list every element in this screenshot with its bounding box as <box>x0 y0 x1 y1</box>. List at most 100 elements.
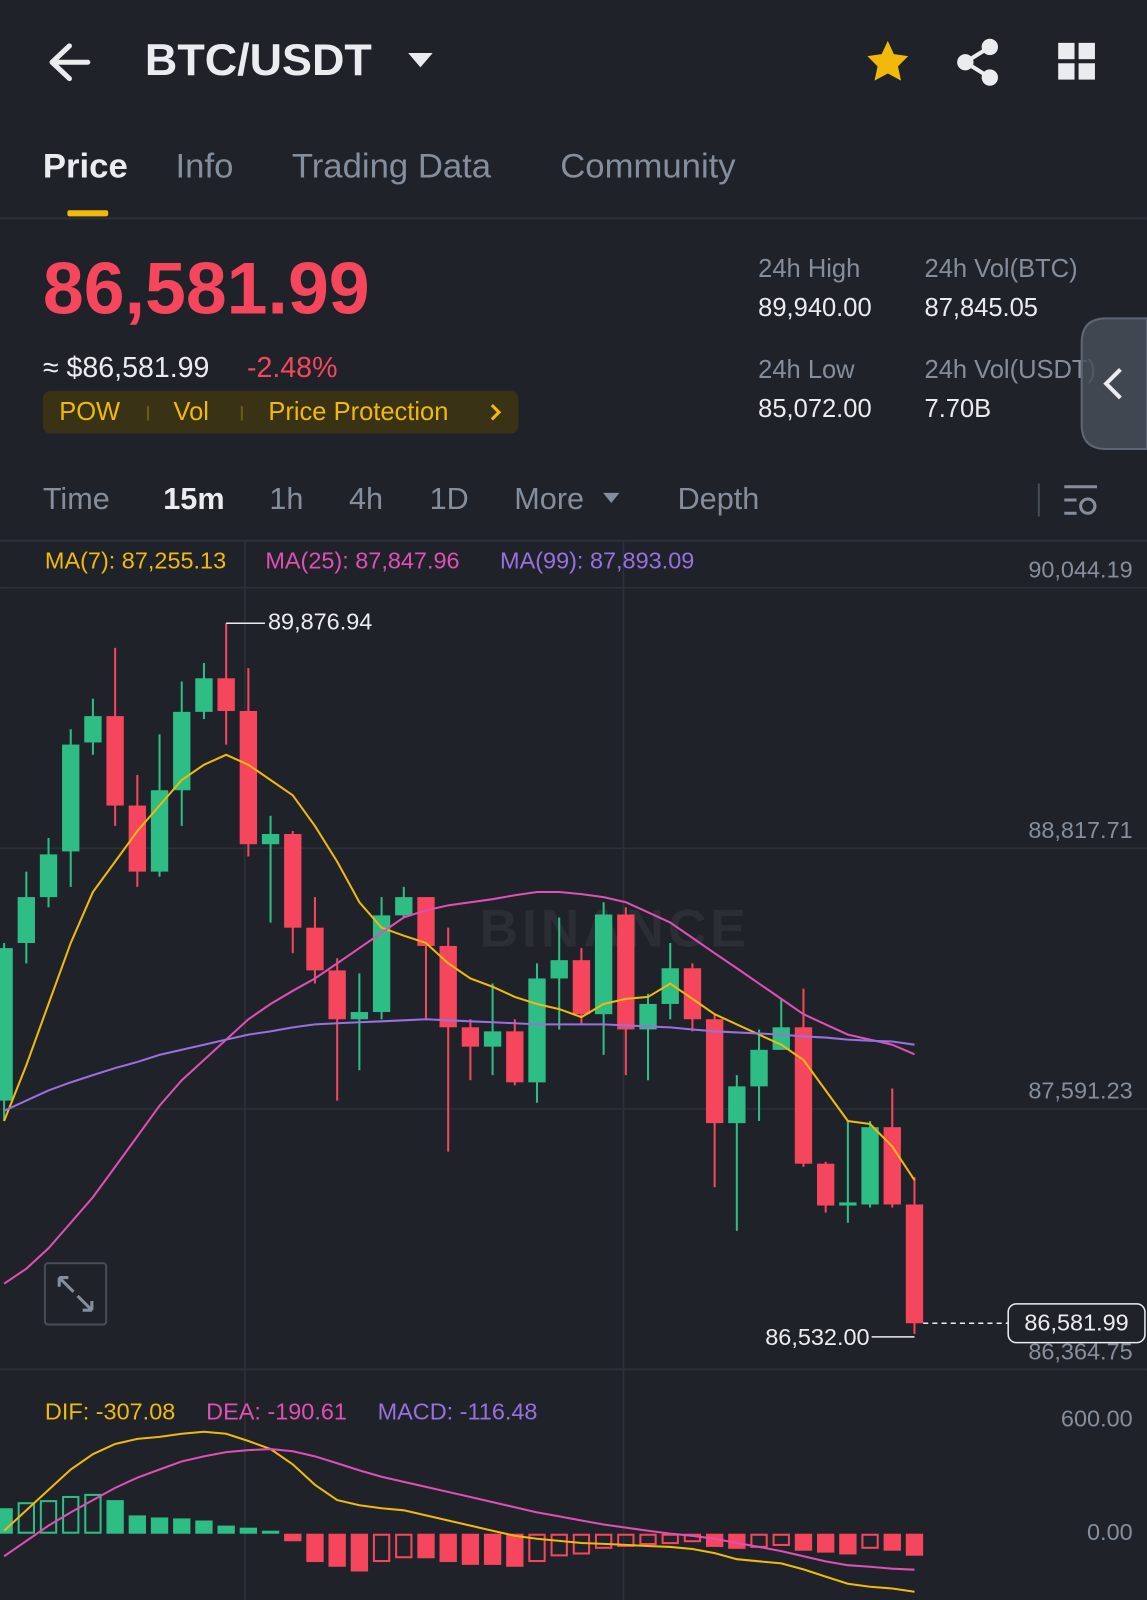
ma-legend: MA(99): 87,893.09 <box>500 547 694 573</box>
interval[interactable]: Depth <box>678 482 760 516</box>
macd-bar <box>395 1533 413 1559</box>
share-button[interactable] <box>957 38 998 86</box>
macd-legend: MACD: -116.48 <box>378 1398 538 1424</box>
fiat-price: ≈ $86,581.99 <box>43 352 210 384</box>
ma-legend: MA(25): 87,847.96 <box>265 547 459 573</box>
interval[interactable]: More <box>514 482 584 516</box>
macd-bar <box>594 1533 613 1549</box>
stat-value: 85,072.00 <box>758 395 871 423</box>
stat-label: 24h Vol(USDT) <box>925 356 1096 384</box>
macd-legend: DEA: -190.61 <box>206 1398 347 1424</box>
candle-body <box>483 1031 502 1047</box>
candle-body <box>905 1204 924 1324</box>
macd-bar <box>106 1500 124 1534</box>
layout-cell <box>1078 63 1095 80</box>
last-price-box <box>1007 1303 1146 1344</box>
ma-line <box>3 1018 915 1112</box>
candle-body <box>17 897 35 943</box>
candle-body <box>883 1127 901 1205</box>
candle-body <box>39 854 58 898</box>
interval[interactable]: 15m <box>163 482 224 516</box>
macd-bar <box>905 1533 924 1556</box>
stat-label: 24h High <box>758 255 860 283</box>
macd-bar <box>173 1518 191 1534</box>
stat-label: 24h Low <box>758 356 855 384</box>
macd-bar <box>372 1533 391 1563</box>
y-tick-label: 88,817.71 <box>1028 817 1132 843</box>
candle-body <box>839 1202 857 1206</box>
candle-body <box>217 678 235 712</box>
macd-bar <box>705 1533 724 1547</box>
tag-chevron <box>490 404 502 421</box>
candle-body <box>750 1049 768 1087</box>
fullscreen-button[interactable] <box>43 1262 108 1326</box>
candle-body <box>861 1127 879 1205</box>
candle-body <box>173 711 191 791</box>
tag[interactable]: POW <box>59 398 120 426</box>
stat-value: 87,845.05 <box>925 294 1038 322</box>
candle-body <box>417 897 435 946</box>
candle-body <box>328 970 346 1020</box>
y-tick-label: 600.00 <box>1061 1406 1133 1432</box>
tag-bar[interactable] <box>42 390 519 434</box>
macd-bar <box>261 1530 280 1534</box>
macd-bar <box>128 1515 147 1534</box>
tag[interactable]: Price Protection <box>268 398 448 426</box>
candle-body <box>794 1027 813 1164</box>
layout-cell <box>1058 63 1075 80</box>
candle-body <box>84 716 102 743</box>
tab[interactable]: Trading Data <box>292 148 492 186</box>
chart-settings[interactable] <box>1064 485 1097 515</box>
candle-body <box>239 711 258 845</box>
macd-bar <box>217 1525 235 1534</box>
candle-body <box>816 1163 835 1206</box>
macd-bar <box>483 1533 502 1565</box>
interval[interactable]: Time <box>43 482 110 516</box>
high-label: 89,876.94 <box>268 608 372 634</box>
pair-title[interactable]: BTC/USDT <box>145 34 372 85</box>
macd-bar <box>816 1533 835 1553</box>
macd-bar <box>306 1533 324 1563</box>
favorite-star[interactable] <box>867 40 909 81</box>
layout-cell <box>1078 42 1095 60</box>
interval[interactable]: 1h <box>269 482 303 516</box>
tab[interactable]: Info <box>176 148 234 186</box>
candle-body <box>350 1012 369 1020</box>
candle-body <box>617 914 635 1030</box>
side-chevron <box>1103 367 1122 400</box>
macd-bar <box>883 1533 901 1551</box>
stat-value: 89,940.00 <box>758 294 871 322</box>
candle-body <box>0 948 13 1101</box>
interval[interactable]: 1D <box>430 482 469 516</box>
stat-value: 7.70B <box>925 395 992 423</box>
macd-bar <box>417 1533 435 1559</box>
layout-cell <box>1058 42 1075 60</box>
tab[interactable]: Community <box>560 148 736 186</box>
y-tick-label: 90,044.19 <box>1028 557 1132 583</box>
low-label: 86,532.00 <box>765 1324 869 1350</box>
more-dropdown <box>603 492 620 504</box>
price-change: -2.48% <box>247 352 338 384</box>
tab[interactable]: Price <box>43 148 128 186</box>
candle-body <box>572 960 591 1015</box>
candle-body <box>683 968 702 1020</box>
layout-button[interactable] <box>1058 42 1095 80</box>
macd-bar <box>62 1495 80 1534</box>
candle-body <box>106 716 124 806</box>
fullscreen-icon <box>57 1276 94 1312</box>
interval[interactable]: 4h <box>349 482 383 516</box>
candle-body <box>639 1003 657 1030</box>
candle-body <box>261 834 280 845</box>
last-price: 86,581.99 <box>43 246 370 329</box>
ma-line <box>3 753 916 1181</box>
macd-bar <box>328 1533 346 1567</box>
back-button[interactable] <box>49 43 91 82</box>
candle-body <box>395 897 413 916</box>
macd-bar <box>794 1533 813 1551</box>
macd-bar <box>84 1493 102 1534</box>
watermark: BINANCE <box>480 900 750 959</box>
side-panel-toggle[interactable] <box>1080 317 1147 450</box>
pair-dropdown[interactable] <box>408 53 433 68</box>
tag[interactable]: Vol <box>174 398 209 426</box>
macd-line <box>3 1448 915 1571</box>
